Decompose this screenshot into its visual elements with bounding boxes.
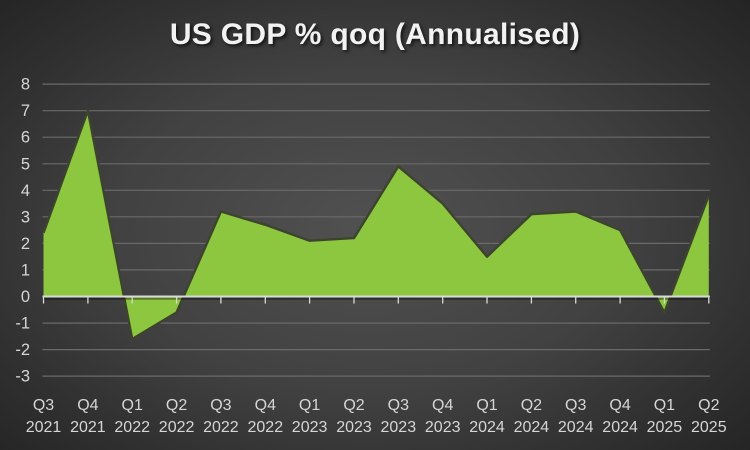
x-axis-label-year: 2024 bbox=[602, 419, 638, 436]
x-axis-label-year: 2024 bbox=[469, 419, 505, 436]
x-axis-label-quarter: Q2 bbox=[343, 397, 364, 414]
x-axis-label-quarter: Q1 bbox=[122, 397, 143, 414]
x-axis-label-year: 2023 bbox=[292, 419, 328, 436]
x-axis-label-year: 2023 bbox=[425, 419, 461, 436]
y-axis-label: 1 bbox=[21, 261, 30, 279]
y-axis-label: 5 bbox=[21, 155, 30, 173]
y-axis-label: 8 bbox=[21, 76, 30, 94]
x-axis-label-year: 2021 bbox=[26, 419, 62, 436]
x-axis-label-quarter: Q2 bbox=[698, 397, 719, 414]
x-axis-label-year: 2025 bbox=[691, 419, 727, 436]
y-axis-label: -3 bbox=[15, 368, 30, 386]
x-axis-label-quarter: Q1 bbox=[299, 397, 320, 414]
x-axis-label-year: 2025 bbox=[647, 419, 683, 436]
x-axis-label-year: 2022 bbox=[114, 419, 150, 436]
y-axis-label: 2 bbox=[21, 235, 30, 253]
x-axis-label-year: 2022 bbox=[248, 419, 284, 436]
x-axis-label-year: 2021 bbox=[70, 419, 106, 436]
y-axis-label: 0 bbox=[21, 288, 30, 306]
x-axis-label-year: 2023 bbox=[336, 419, 372, 436]
x-axis-label-year: 2024 bbox=[558, 419, 594, 436]
x-axis-label-year: 2023 bbox=[381, 419, 417, 436]
y-axis-label: -1 bbox=[15, 315, 30, 333]
x-axis-label-quarter: Q1 bbox=[654, 397, 675, 414]
x-axis-label-quarter: Q4 bbox=[432, 397, 453, 414]
x-axis-label-quarter: Q2 bbox=[166, 397, 187, 414]
x-axis-label-quarter: Q4 bbox=[77, 397, 98, 414]
y-axis-label: 6 bbox=[21, 129, 30, 147]
x-axis-label-quarter: Q3 bbox=[565, 397, 586, 414]
x-axis-label-year: 2024 bbox=[514, 419, 550, 436]
x-axis-label-quarter: Q3 bbox=[210, 397, 231, 414]
area-series-outline bbox=[42, 109, 710, 341]
chart-title: US GDP % qoq (Annualised) bbox=[169, 18, 581, 51]
y-axis-label: 3 bbox=[21, 208, 30, 226]
x-axis-label-quarter: Q4 bbox=[255, 397, 276, 414]
y-axis-label: -2 bbox=[15, 341, 30, 359]
x-axis-label-quarter: Q3 bbox=[33, 397, 54, 414]
x-axis-label-year: 2022 bbox=[203, 419, 239, 436]
x-axis-label-quarter: Q1 bbox=[476, 397, 497, 414]
area-series-fill bbox=[43, 110, 709, 339]
x-axis-label-year: 2022 bbox=[159, 419, 195, 436]
y-axis-label: 4 bbox=[21, 182, 30, 200]
x-axis-label-quarter: Q4 bbox=[609, 397, 630, 414]
x-axis-label-quarter: Q3 bbox=[388, 397, 409, 414]
x-axis-label-quarter: Q2 bbox=[521, 397, 542, 414]
y-axis-label: 7 bbox=[21, 102, 30, 120]
